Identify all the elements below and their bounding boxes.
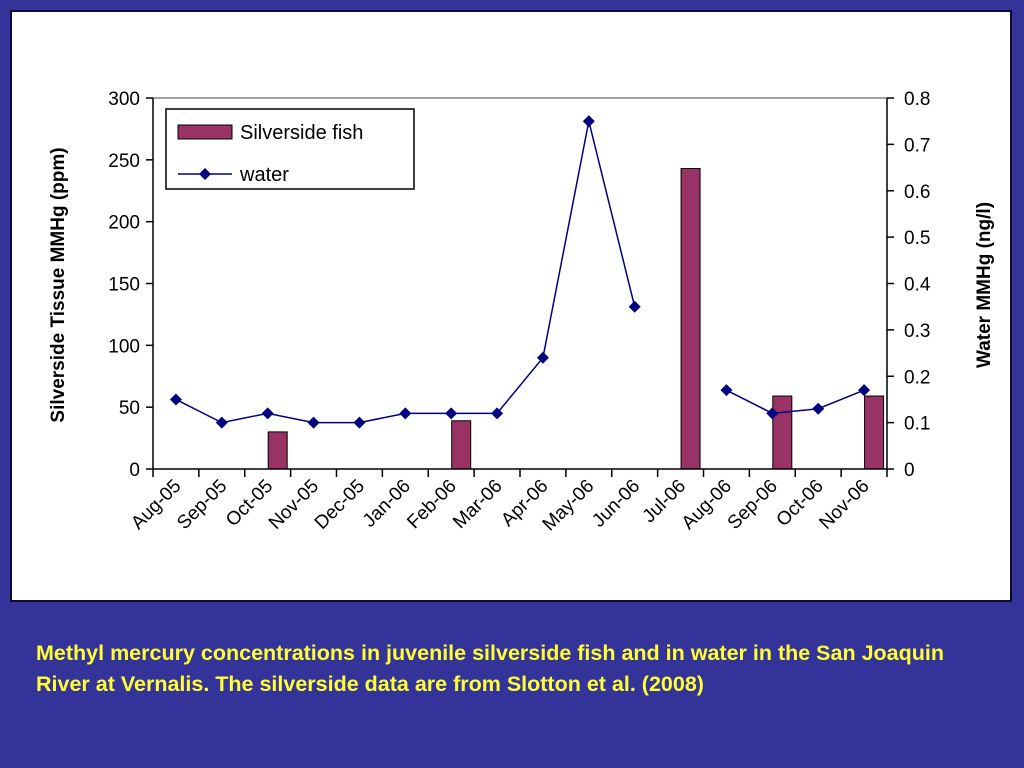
x-tick-label: May-06 xyxy=(539,476,599,536)
water-point xyxy=(582,115,595,128)
water-point xyxy=(720,384,733,397)
y-right-tick-label: 0.6 xyxy=(904,182,930,203)
water-point xyxy=(766,407,779,420)
y-axis-left-title: Silverside Tissue MMHg (ppm) xyxy=(48,147,69,422)
y-right-tick-label: 0.8 xyxy=(904,89,930,110)
water-point xyxy=(307,416,320,429)
water-point xyxy=(812,402,825,415)
y-left-tick-label: 100 xyxy=(108,336,140,357)
y-right-tick-label: 0.3 xyxy=(904,321,930,342)
x-tick-label: Feb-06 xyxy=(403,476,460,533)
water-point xyxy=(628,300,641,313)
x-tick-label: Dec-05 xyxy=(311,476,369,534)
bar xyxy=(680,167,701,470)
y-left-tick-label: 50 xyxy=(119,398,140,419)
bar xyxy=(267,431,288,470)
y-left-tick-label: 0 xyxy=(129,460,140,481)
caption: Methyl mercury concentrations in juvenil… xyxy=(36,641,945,696)
y-left-tick-label: 200 xyxy=(108,213,140,234)
x-tick-label: Sep-06 xyxy=(724,476,782,534)
bar xyxy=(864,395,885,470)
y-right-tick-label: 0.5 xyxy=(904,228,930,249)
line-series xyxy=(169,115,871,429)
x-tick-label: Aug-05 xyxy=(127,476,185,534)
water-point xyxy=(353,416,366,429)
x-tick-label: Mar-06 xyxy=(449,476,506,533)
legend-label-water: water xyxy=(239,164,289,186)
y-right-tick-label: 0.2 xyxy=(904,367,930,388)
water-point xyxy=(169,393,182,406)
y-right-tick-label: 0 xyxy=(904,460,915,481)
y-right-tick-label: 0.1 xyxy=(904,414,930,435)
x-tick-label: Jan-06 xyxy=(359,476,415,532)
legend-marker-water xyxy=(199,168,211,180)
x-tick-label: Sep-05 xyxy=(173,476,231,534)
water-point xyxy=(491,407,504,420)
x-tick-label: Jun-06 xyxy=(588,476,644,532)
y-axis-right-title: Water MMHg (ng/l) xyxy=(974,202,995,368)
chart: 0 50 100 150 200 250 300 0 0.1 0.2 0.3 0.4 0.5 0.6 0.7… xyxy=(48,89,995,536)
legend: Silverside fish water xyxy=(165,108,415,190)
x-tick-label: Nov-05 xyxy=(265,476,323,534)
water-point xyxy=(445,407,458,420)
y-left-tick-label: 300 xyxy=(108,89,140,110)
chart-panel: 0 50 100 150 200 250 300 0 0.1 0.2 0.3 0.4 0.5 0.6 0.7… xyxy=(10,10,1012,602)
bar-series xyxy=(267,167,885,470)
bar xyxy=(772,395,793,470)
x-tick-label: Aug-06 xyxy=(678,476,736,534)
legend-swatch-silverside-fish xyxy=(177,124,233,140)
bar xyxy=(451,420,472,470)
legend-label-silverside-fish: Silverside fish xyxy=(240,122,363,144)
water-point xyxy=(215,416,228,429)
y-right-tick-label: 0.7 xyxy=(904,135,930,156)
y-left-tick-label: 150 xyxy=(108,275,140,296)
water-point xyxy=(399,407,412,420)
water-point xyxy=(261,407,274,420)
y-right-tick-label: 0.4 xyxy=(904,275,931,296)
y-left-tick-label: 250 xyxy=(108,151,140,172)
water-line-segment xyxy=(726,389,865,415)
water-point xyxy=(536,351,549,364)
x-tick-label: Nov-06 xyxy=(815,476,873,534)
water-point xyxy=(858,384,871,397)
